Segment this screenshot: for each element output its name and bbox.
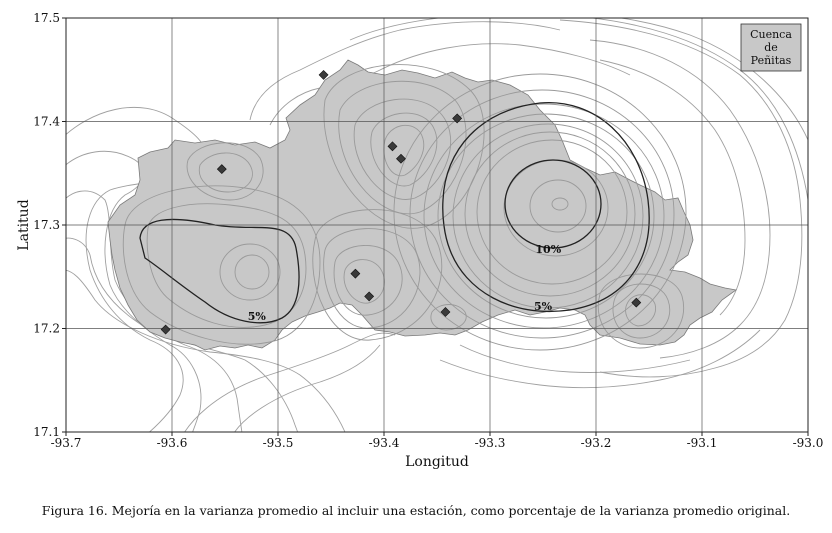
x-tick-label: -93.6 bbox=[157, 436, 188, 450]
y-tick-label: 17.1 bbox=[33, 425, 60, 439]
x-tick-label: -93.0 bbox=[793, 436, 824, 450]
figure-caption: Figura 16. Mejoría en la varianza promed… bbox=[41, 503, 791, 518]
legend-line-3: Peñitas bbox=[751, 54, 792, 67]
outer-contour bbox=[459, 344, 691, 373]
basin-polygon bbox=[107, 59, 738, 351]
y-tick-label: 17.4 bbox=[33, 115, 60, 129]
contour-west bbox=[219, 243, 281, 301]
legend-line-1: Cuenca bbox=[750, 28, 792, 41]
x-tick-label: -93.2 bbox=[581, 436, 612, 450]
x-tick-label: -93.4 bbox=[369, 436, 400, 450]
y-tick-label: 17.5 bbox=[33, 11, 60, 25]
contour-east bbox=[423, 103, 665, 329]
outer-contour bbox=[66, 106, 206, 432]
contour-south bbox=[323, 228, 421, 329]
station-marker bbox=[452, 113, 463, 124]
contour-central bbox=[338, 80, 467, 215]
contour-central bbox=[370, 112, 438, 187]
contour-east bbox=[476, 139, 628, 285]
legend-box: Cuenca de Peñitas bbox=[740, 23, 802, 72]
y-axis-ticks: 17.1 17.2 17.3 17.4 17.5 bbox=[33, 11, 66, 439]
station-marker bbox=[440, 307, 451, 317]
outer-contour bbox=[589, 39, 771, 359]
inner-contours bbox=[122, 64, 687, 351]
contour-west bbox=[146, 203, 307, 328]
contour-5pct-east bbox=[442, 101, 650, 312]
station-marker bbox=[160, 324, 171, 335]
contour-fareast bbox=[597, 273, 684, 349]
station-marker bbox=[631, 297, 642, 308]
contour-south bbox=[343, 259, 385, 304]
x-tick-label: -93.7 bbox=[51, 436, 82, 450]
outer-contour bbox=[269, 43, 631, 126]
outer-contour bbox=[249, 21, 561, 121]
station-marker bbox=[216, 164, 227, 175]
contour-central bbox=[353, 98, 452, 200]
contour-west bbox=[186, 142, 264, 201]
outer-contour bbox=[184, 332, 396, 432]
contour-west bbox=[122, 185, 321, 345]
y-axis-title: Latitud bbox=[16, 199, 32, 250]
x-axis-ticks: -93.7 -93.6 -93.5 -93.4 -93.3 -93.2 -93.1 -93.0 bbox=[51, 432, 824, 450]
outer-contour bbox=[66, 150, 202, 432]
highlight-contours bbox=[139, 101, 650, 324]
contour-east bbox=[393, 73, 687, 351]
contour-fareast bbox=[625, 294, 656, 327]
y-tick-label: 17.3 bbox=[33, 218, 60, 232]
x-axis-title: Longitud bbox=[405, 454, 469, 470]
contour-east bbox=[464, 131, 636, 297]
contour-south bbox=[333, 245, 403, 316]
contour-south bbox=[430, 304, 467, 331]
station-marker bbox=[387, 141, 398, 152]
contour-label: 5% bbox=[534, 300, 553, 313]
outer-contour bbox=[66, 269, 346, 432]
grid-lines bbox=[66, 18, 808, 432]
station-marker bbox=[318, 70, 329, 80]
contour-label: 10% bbox=[535, 243, 561, 256]
station-marker bbox=[364, 291, 375, 302]
contour-east bbox=[452, 123, 644, 309]
outer-contour bbox=[430, 18, 808, 141]
outer-contour bbox=[599, 59, 746, 316]
contour-label: 5% bbox=[248, 310, 267, 323]
outer-contours bbox=[66, 18, 808, 432]
x-tick-label: -93.3 bbox=[475, 436, 506, 450]
contour-central bbox=[383, 124, 425, 177]
contour-central bbox=[323, 64, 485, 229]
contour-fareast bbox=[612, 283, 671, 339]
contour-south bbox=[312, 209, 443, 341]
stations bbox=[160, 70, 642, 335]
outer-contour bbox=[234, 344, 381, 432]
station-marker bbox=[396, 153, 406, 164]
contour-5pct-west bbox=[139, 218, 300, 324]
contour-10pct bbox=[504, 159, 602, 249]
contour-west bbox=[198, 152, 253, 193]
legend-line-2: de bbox=[764, 41, 778, 54]
x-tick-label: -93.1 bbox=[687, 436, 718, 450]
contour-east bbox=[551, 197, 569, 211]
contour-east bbox=[437, 113, 655, 319]
outer-contour bbox=[439, 329, 761, 389]
contour-west bbox=[234, 254, 270, 290]
station-marker bbox=[350, 268, 361, 279]
contour-labels: 5% 10% 5% bbox=[248, 243, 562, 323]
contour-east bbox=[529, 179, 587, 233]
y-tick-label: 17.2 bbox=[33, 322, 60, 336]
outer-contour bbox=[559, 19, 803, 378]
variance-improvement-map: 5%10%5% -93.7 -93.6 -93.5 -93.4 -93.3 -93.2 -9… bbox=[16, 11, 824, 470]
x-tick-label: -93.5 bbox=[263, 436, 294, 450]
contour-east bbox=[409, 89, 675, 339]
